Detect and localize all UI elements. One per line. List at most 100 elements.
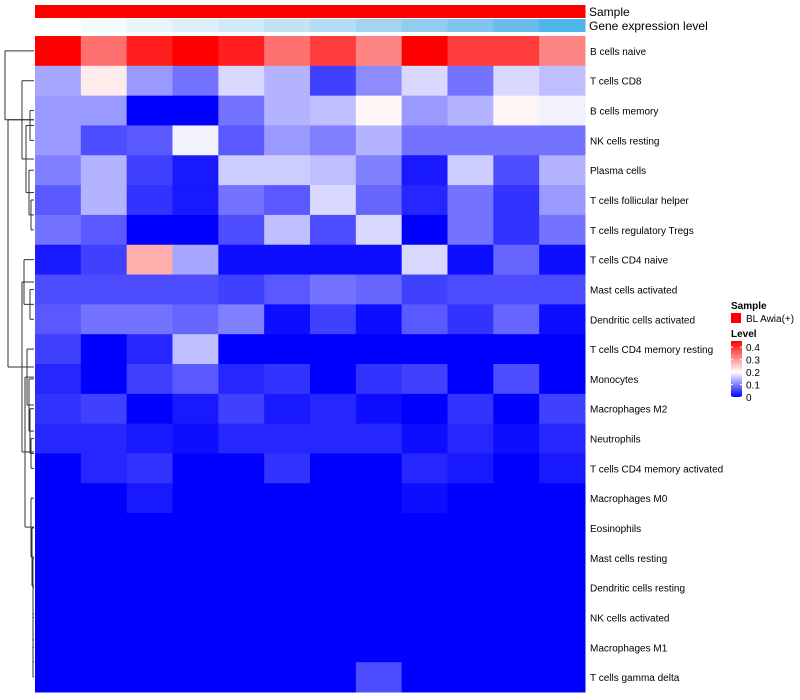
annotation-cell [218, 19, 265, 32]
annotation-cell [35, 5, 82, 18]
heatmap-cell [218, 453, 265, 484]
heatmap-cell [126, 95, 173, 126]
legend-tick-label: 0.2 [746, 368, 760, 379]
heatmap-cell [310, 244, 357, 276]
heatmap-cell [35, 513, 82, 544]
row-label: NK cells activated [590, 613, 669, 624]
heatmap-cell [35, 602, 82, 633]
heatmap-cell [310, 214, 357, 246]
heatmap-cell [310, 155, 357, 186]
row-label: Mast cells activated [590, 285, 677, 296]
heatmap-cell [264, 65, 311, 97]
heatmap-cell [401, 423, 448, 454]
heatmap-cell [218, 214, 265, 246]
heatmap-cell [126, 334, 173, 365]
heatmap-cell [447, 274, 494, 305]
heatmap-cell [401, 95, 448, 126]
heatmap-cell [35, 304, 82, 335]
heatmap-cell [126, 244, 173, 276]
heatmap-cell [447, 662, 494, 693]
heatmap-cell [35, 393, 82, 425]
heatmap-cell [218, 244, 265, 276]
heatmap-cell [493, 65, 540, 97]
heatmap-cell [447, 364, 494, 395]
heatmap-cell [80, 513, 128, 544]
heatmap-cell [80, 274, 128, 305]
heatmap-cell [539, 155, 586, 186]
heatmap-cell [172, 125, 219, 156]
heatmap-cell [35, 125, 82, 156]
heatmap-cell [35, 244, 82, 276]
annotation-cell [447, 5, 494, 18]
heatmap-cell [80, 304, 128, 335]
heatmap-cell [126, 393, 173, 425]
heatmap-cell [447, 95, 494, 126]
heatmap-cell [493, 36, 540, 67]
heatmap-cell [126, 423, 173, 454]
heatmap-cell [310, 304, 357, 335]
heatmap-cell [310, 95, 357, 126]
row-label: Plasma cells [590, 166, 646, 177]
heatmap-cell [355, 572, 403, 604]
heatmap-cell [355, 483, 403, 514]
heatmap-cell [493, 393, 540, 425]
heatmap-cell [447, 334, 494, 365]
heatmap-cell [126, 662, 173, 693]
heatmap-cell [80, 632, 128, 663]
row-dendrogram [4, 50, 34, 678]
heatmap-cell [264, 632, 311, 663]
heatmap-cell [126, 155, 173, 186]
heatmap-cell [493, 155, 540, 186]
annotation-cell [401, 5, 448, 18]
heatmap-cell [126, 364, 173, 395]
heatmap-cell [355, 65, 403, 97]
heatmap-cell [493, 662, 540, 693]
heatmap-cell [264, 483, 311, 514]
heatmap-cell [355, 513, 403, 544]
heatmap-cell [401, 214, 448, 246]
heatmap-cell [126, 36, 173, 67]
annotation-cell [539, 5, 586, 18]
heatmap-cell [126, 483, 173, 514]
heatmap-cell [447, 244, 494, 276]
heatmap-cell [172, 274, 219, 305]
heatmap-cell [401, 244, 448, 276]
heatmap-cell [35, 423, 82, 454]
heatmap-cell [493, 602, 540, 633]
annotation-cell [80, 19, 128, 32]
legend-tick-label: 0 [746, 393, 752, 404]
heatmap-cell [539, 542, 586, 574]
heatmap-cell [310, 364, 357, 395]
heatmap-cell [447, 125, 494, 156]
heatmap-cell [493, 125, 540, 156]
legend-sample-title: Sample [731, 301, 767, 312]
heatmap-cell [447, 453, 494, 484]
heatmap-cell [172, 662, 219, 693]
heatmap-cell [493, 244, 540, 276]
annotation-cell [539, 19, 586, 32]
annotation-cell [355, 19, 403, 32]
heatmap-cell [35, 65, 82, 97]
annotation-label: Gene expression level [589, 19, 708, 33]
heatmap-cell [80, 453, 128, 484]
heatmap-cell [80, 125, 128, 156]
heatmap-cell [172, 214, 219, 246]
heatmap-cell [310, 542, 357, 574]
heatmap-cell [493, 572, 540, 604]
heatmap-cell [172, 364, 219, 395]
heatmap-cell [126, 572, 173, 604]
heatmap-cell [218, 95, 265, 126]
heatmap-cell [80, 572, 128, 604]
heatmap-cell [80, 244, 128, 276]
heatmap-cell [218, 542, 265, 574]
heatmap-cell [355, 364, 403, 395]
heatmap-cell [172, 632, 219, 663]
heatmap-cell [218, 423, 265, 454]
heatmap-cell [218, 125, 265, 156]
heatmap-cell [310, 513, 357, 544]
heatmap-cell [126, 125, 173, 156]
heatmap-cell [310, 423, 357, 454]
heatmap-cell [264, 513, 311, 544]
